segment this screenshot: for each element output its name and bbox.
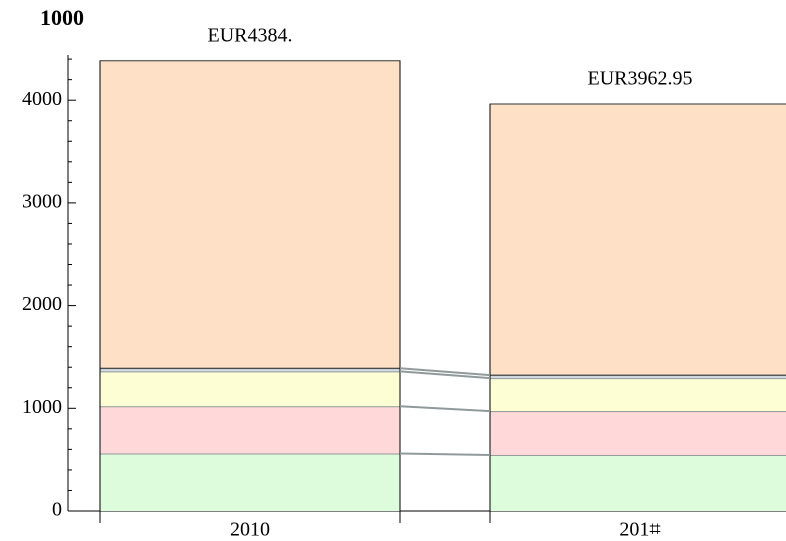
- y-tick-label: 0: [52, 499, 62, 521]
- connector: [399, 405, 491, 413]
- x-tick-label: 2010: [230, 519, 270, 541]
- connector: [399, 452, 491, 457]
- bar-segment: [100, 406, 400, 454]
- bar-segment: [490, 375, 786, 379]
- bar-segment: [100, 453, 400, 511]
- y-tick-label: 4000: [22, 88, 62, 110]
- bar-segment: [490, 411, 786, 456]
- y-tick-label: 3000: [22, 190, 62, 212]
- y-tick-label: 1000: [22, 396, 62, 418]
- bar-segment: [490, 378, 786, 412]
- y-axis-label: 1000: [40, 5, 84, 30]
- bar-segment: [490, 455, 786, 511]
- connector: [399, 367, 491, 377]
- bar-segment: [489, 103, 786, 376]
- total-label: EUR3962.95: [588, 68, 693, 90]
- bar-segment: [100, 368, 400, 372]
- connector: [399, 370, 491, 380]
- total-label: EUR4384.: [208, 24, 293, 46]
- x-tick-label: 201⌗: [619, 519, 660, 541]
- y-tick-label: 2000: [22, 293, 62, 315]
- bar-segment: [99, 60, 401, 369]
- bar-segment: [100, 371, 400, 407]
